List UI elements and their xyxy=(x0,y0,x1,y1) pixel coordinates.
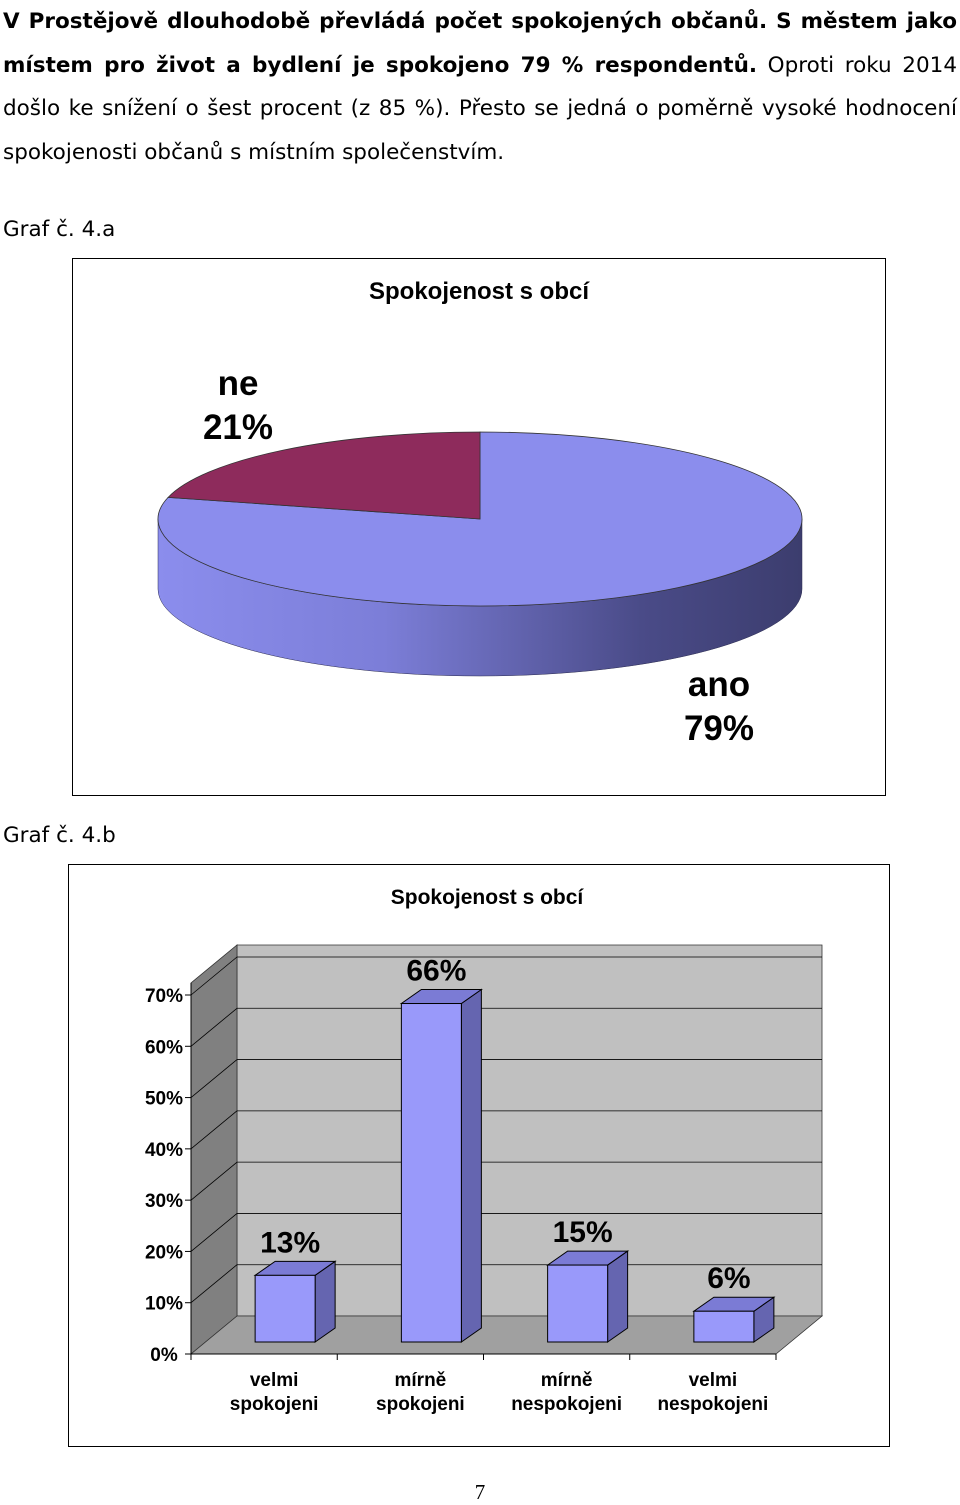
x-category-label: spokojeni xyxy=(376,1394,465,1415)
chart-side-wall xyxy=(190,944,238,1355)
x-category-label: mírně xyxy=(541,1370,593,1391)
caption-graph-4a: Graf č. 4.a xyxy=(3,217,116,242)
gridline-side xyxy=(190,1264,238,1304)
x-category-label: nespokojeni xyxy=(511,1394,622,1415)
gridline-side xyxy=(190,1161,238,1201)
chart-back-wall xyxy=(236,944,823,1317)
bar-chart: Spokojenost s obcí 0% 10% 20% 30% 40% 50% 60% 7… xyxy=(145,886,824,1415)
pie-value-ne: 21% xyxy=(203,408,273,447)
x-category-label: velmi xyxy=(689,1370,738,1391)
pie-label-ne: ne xyxy=(218,364,259,403)
pie-slice-ne xyxy=(167,431,481,520)
x-category-label: nespokojeni xyxy=(657,1394,768,1415)
bar xyxy=(547,1264,609,1343)
caption-graph-4b: Graf č. 4.b xyxy=(3,823,116,848)
y-tick-label: 10% xyxy=(145,1294,183,1315)
page-number: 7 xyxy=(474,1480,486,1504)
pie-value-ano: 79% xyxy=(684,709,754,748)
bar-chart-title: Spokojenost s obcí xyxy=(391,886,585,909)
pie-chart: Spokojenost s obcí ne 21% ano 79% xyxy=(157,278,803,748)
x-category-label: mírně xyxy=(395,1370,447,1391)
y-tick-label: 40% xyxy=(145,1140,183,1161)
bar-chart-frame: Spokojenost s obcí 0% 10% 20% 30% 40% 50% 60% 7… xyxy=(68,864,890,1447)
bar xyxy=(400,1003,462,1343)
pie-chart-frame: Spokojenost s obcí ne 21% ano 79% xyxy=(72,258,886,796)
bar-side xyxy=(607,1250,629,1343)
bar-data-label: 13% xyxy=(260,1226,320,1259)
bar xyxy=(693,1310,755,1343)
pie-label-ano: ano xyxy=(688,665,750,704)
pie-chart-title: Spokojenost s obcí xyxy=(369,278,590,305)
gridline-side xyxy=(190,1007,238,1047)
bar-data-label: 66% xyxy=(406,955,466,988)
gridline-side xyxy=(190,1110,238,1150)
gridline-side xyxy=(190,1059,238,1098)
y-tick-label: 20% xyxy=(145,1242,183,1263)
y-tick-label: 50% xyxy=(145,1089,183,1110)
gridline-side xyxy=(190,956,238,996)
intro-paragraph: V Prostějově dlouhodobě převládá počet s… xyxy=(3,0,957,174)
bar-data-label: 15% xyxy=(553,1216,613,1249)
y-tick-label: 60% xyxy=(145,1037,183,1058)
intro-paragraph-bold: V Prostějově dlouhodobě převládá počet s… xyxy=(3,9,957,78)
bar-side xyxy=(460,988,482,1343)
bar-data-label: 6% xyxy=(707,1262,750,1295)
gridline-side xyxy=(190,1213,238,1252)
y-tick-label: 70% xyxy=(145,986,183,1007)
x-category-label: spokojeni xyxy=(230,1394,319,1415)
y-tick-label: 0% xyxy=(150,1345,178,1366)
y-tick-label: 30% xyxy=(145,1191,183,1212)
bar xyxy=(254,1274,316,1343)
x-category-label: velmi xyxy=(250,1370,299,1391)
intro-paragraph-normal: Oproti roku 2014 došlo ke snížení o šest… xyxy=(3,52,957,165)
